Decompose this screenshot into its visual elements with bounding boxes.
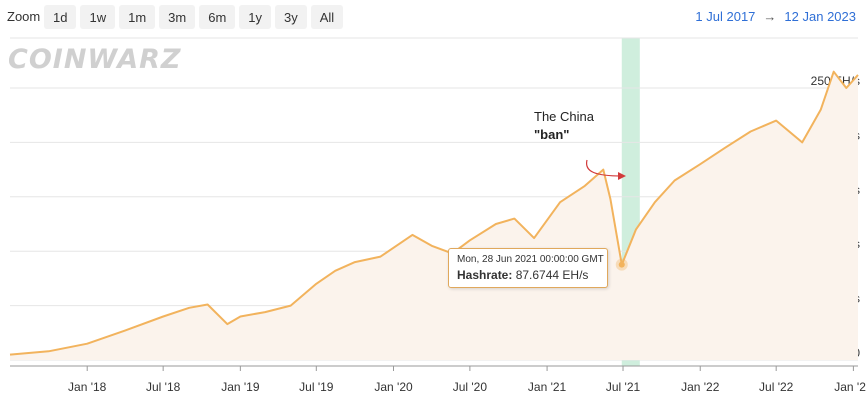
zoom-buttons: 1d 1w 1m 3m 6m 1y 3y All xyxy=(44,5,344,29)
range-end-date[interactable]: 12 Jan 2023 xyxy=(784,9,856,24)
zoom-1m-button[interactable]: 1m xyxy=(119,5,156,29)
annotation-arrow xyxy=(585,159,623,177)
tooltip-date: Mon, 28 Jun 2021 00:00:00 GMT xyxy=(457,254,604,265)
series-line xyxy=(9,70,859,356)
zoom-1d-button[interactable]: 1d xyxy=(44,5,77,29)
x-tick-label: Jul '20 xyxy=(453,380,488,394)
hashrate-tooltip: Mon, 28 Jun 2021 00:00:00 GMT Hashrate: … xyxy=(448,248,608,288)
zoom-3y-button[interactable]: 3y xyxy=(275,5,307,29)
range-arrow: → xyxy=(763,9,777,24)
tooltip-label: Hashrate: xyxy=(457,268,513,282)
x-tick-label: Jan '19 xyxy=(221,380,260,394)
china-ban-annotation: The China "ban" xyxy=(534,108,594,144)
x-tick-label: Jan '21 xyxy=(528,380,567,394)
x-tick-label: Jul '22 xyxy=(759,380,794,394)
x-tick-label: Jan '20 xyxy=(374,380,413,394)
coinwarz-logo: COINWARZ xyxy=(8,44,182,75)
hover-point xyxy=(618,261,625,268)
toolbar: Zoom 1d 1w 1m 3m 6m 1y 3y All 1 Jul 2017… xyxy=(0,0,866,34)
annotation-line-1: The China xyxy=(534,109,594,124)
x-tick-label: Jan '23 xyxy=(834,380,866,394)
zoom-1y-button[interactable]: 1y xyxy=(239,5,272,29)
x-tick-label: Jul '21 xyxy=(606,380,641,394)
zoom-label: Zoom xyxy=(7,9,41,24)
x-tick-label: Jan '22 xyxy=(681,380,720,394)
zoom-3m-button[interactable]: 3m xyxy=(159,5,196,29)
date-range: 1 Jul 2017 → 12 Jan 2023 xyxy=(695,9,856,24)
x-tick-label: Jul '18 xyxy=(146,380,181,394)
annotation-line-2: "ban" xyxy=(534,127,570,142)
x-tick-label: Jan '18 xyxy=(68,380,107,394)
zoom-all-button[interactable]: All xyxy=(310,5,344,29)
annotation-arrowhead xyxy=(618,172,626,180)
range-start-date[interactable]: 1 Jul 2017 xyxy=(695,9,756,24)
x-tick-label: Jul '19 xyxy=(299,380,334,394)
series-area xyxy=(10,71,858,360)
tooltip-value: 87.6744 EH/s xyxy=(515,268,589,282)
zoom-1w-button[interactable]: 1w xyxy=(80,5,116,29)
tooltip-value-line: Hashrate: 87.6744 EH/s xyxy=(457,268,607,282)
zoom-6m-button[interactable]: 6m xyxy=(199,5,236,29)
